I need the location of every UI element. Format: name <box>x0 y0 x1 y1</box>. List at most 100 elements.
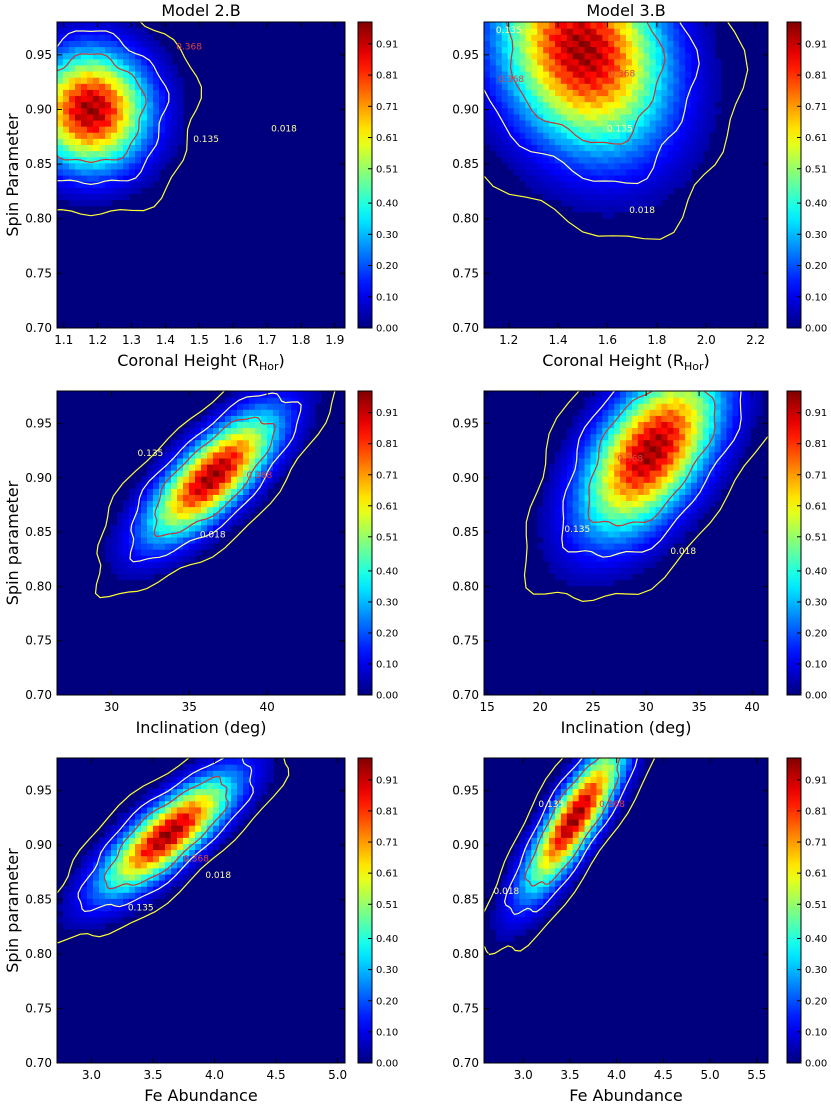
panel-2: 0.368 0.135 0.368 0.135 0.018 1.2 1.4 1.6 1.8 2.0… <box>452 1 827 373</box>
x-tick-label: 5.0 <box>701 1068 720 1082</box>
colorbar-tick-label: 0.30 <box>376 965 398 976</box>
colorbar-tick-label: 0.61 <box>376 869 398 880</box>
colorbar-tick-label: 0.81 <box>376 71 398 82</box>
x-tick-label: 1.1 <box>54 333 73 347</box>
y-tick-label: 0.80 <box>25 579 52 593</box>
contour-label: 0.135 <box>128 904 154 914</box>
colorbar-tick-label: 0.61 <box>376 133 398 144</box>
y-tick-label: 0.90 <box>25 838 52 852</box>
x-tick-label: 1.8 <box>291 333 310 347</box>
colorbar-tick-label: 0.40 <box>805 199 827 210</box>
contour-0.368 <box>505 22 666 145</box>
heatmap-density <box>57 758 274 930</box>
x-axis-label: Fe Abundance <box>144 1086 257 1105</box>
colorbar-tick-label: 0.81 <box>805 71 827 82</box>
y-tick-label: 0.85 <box>25 525 52 539</box>
contour-label: 0.135 <box>193 135 219 145</box>
colorbar-tick-label: 0.91 <box>805 39 827 50</box>
x-tick-label: 3.5 <box>143 1068 162 1082</box>
contour-label: 0.368 <box>617 455 643 465</box>
colorbar-tick-label: 0.00 <box>376 324 398 335</box>
y-tick-label: 0.85 <box>452 525 479 539</box>
y-tick-label: 0.90 <box>25 102 52 116</box>
panel-4: 0.368 0.135 0.018 15 20 25 30 35 40 0.70 0.75 0.80 0… <box>452 390 827 737</box>
contour-label: 0.135 <box>496 26 522 36</box>
contour-label: 0.018 <box>629 206 655 216</box>
colorbar-tick-label: 0.00 <box>376 1059 398 1070</box>
panel-6: 0.135 0.368 0.018 3.0 3.5 4.0 4.5 5.0 5.5 0.70 0.7… <box>452 757 827 1105</box>
colorbar-tick-label: 0.00 <box>805 1059 827 1070</box>
x-tick-label: 35 <box>691 700 706 714</box>
contour-label: 0.018 <box>494 887 520 897</box>
x-tick-label: 1.4 <box>549 333 568 347</box>
colorbar-tick-label: 0.71 <box>805 470 827 481</box>
colorbar-tick-label: 0.51 <box>805 532 827 543</box>
x-tick-label: 1.6 <box>224 333 243 347</box>
colorbar-tick-label: 0.71 <box>376 102 398 113</box>
x-tick-label: 4.5 <box>654 1068 673 1082</box>
x-tick-label: 20 <box>533 700 548 714</box>
x-tick-label: 15 <box>480 700 495 714</box>
y-tick-label: 0.85 <box>25 893 52 907</box>
contour-label: 0.018 <box>200 531 226 541</box>
y-tick-label: 0.70 <box>25 1056 52 1070</box>
contour-label: 0.368 <box>599 800 625 810</box>
colorbar <box>357 21 373 329</box>
x-tick-label: 3.5 <box>560 1068 579 1082</box>
x-tick-label: 2.2 <box>746 333 765 347</box>
colorbar-tick-label: 0.81 <box>376 439 398 450</box>
colorbar-tick-label: 0.10 <box>376 292 398 303</box>
colorbar-tick-label: 0.51 <box>376 164 398 175</box>
colorbar-tick-label: 0.61 <box>805 869 827 880</box>
y-tick-label: 0.80 <box>452 947 479 961</box>
colorbar-tick-label: 0.61 <box>376 501 398 512</box>
y-tick-label: 0.90 <box>452 838 479 852</box>
contour-label: 0.368 <box>183 855 209 865</box>
y-tick-label: 0.85 <box>25 157 52 171</box>
colorbar-tick-label: 0.10 <box>376 659 398 670</box>
contour-0.368 <box>587 391 716 527</box>
contour-0.018 <box>57 22 203 217</box>
panel-3: 0.135 0.368 0.018 30 35 40 0.70 0.75 0.80 0.85 0.9… <box>3 390 398 737</box>
x-tick-label: 40 <box>260 700 275 714</box>
y-tick-label: 0.75 <box>452 1002 479 1016</box>
colorbar-tick-label: 0.71 <box>376 838 398 849</box>
contour-label: 0.368 <box>609 70 635 80</box>
x-axis-label: Coronal Height (RHor) <box>117 351 285 373</box>
x-axis-label: Inclination (deg) <box>136 718 267 737</box>
contour-0.368 <box>103 775 229 890</box>
x-tick-label: 40 <box>744 700 759 714</box>
heatmap-density <box>484 22 722 219</box>
x-tick-label: 1.9 <box>325 333 344 347</box>
y-tick-label: 0.75 <box>452 634 479 648</box>
contour-0.135 <box>57 30 170 186</box>
colorbar-tick-label: 0.20 <box>376 628 398 639</box>
y-tick-label: 0.80 <box>25 212 52 226</box>
contour-0.135 <box>561 391 742 558</box>
colorbar-tick-label: 0.61 <box>805 501 827 512</box>
axes-frame <box>483 21 769 329</box>
panel-5: 0.368 0.135 0.018 3.0 3.5 4.0 4.5 5.0 0.70 0.75 0.… <box>3 757 398 1105</box>
axes-frame <box>483 390 769 696</box>
x-tick-label: 3.0 <box>82 1068 101 1082</box>
contour-label: 0.135 <box>564 525 590 535</box>
colorbar-tick-label: 0.20 <box>805 628 827 639</box>
y-tick-label: 0.80 <box>25 947 52 961</box>
colorbar-tick-label: 0.81 <box>376 806 398 817</box>
x-tick-label: 1.4 <box>156 333 175 347</box>
heatmap-density <box>57 22 184 207</box>
x-tick-label: 1.5 <box>190 333 209 347</box>
contour-0.135 <box>484 22 700 185</box>
contour-0.135 <box>503 758 638 916</box>
y-tick-label: 0.90 <box>452 471 479 485</box>
panel-title: Model 3.B <box>586 1 665 20</box>
y-tick-label: 0.75 <box>452 266 479 280</box>
x-tick-label: 1.2 <box>88 333 107 347</box>
y-tick-label: 0.80 <box>452 212 479 226</box>
y-tick-label: 0.95 <box>25 417 52 431</box>
contour-label: 0.018 <box>271 124 297 134</box>
y-tick-label: 0.85 <box>452 157 479 171</box>
contour-0.018 <box>484 758 656 956</box>
colorbar <box>357 390 373 696</box>
y-tick-label: 0.95 <box>25 48 52 62</box>
